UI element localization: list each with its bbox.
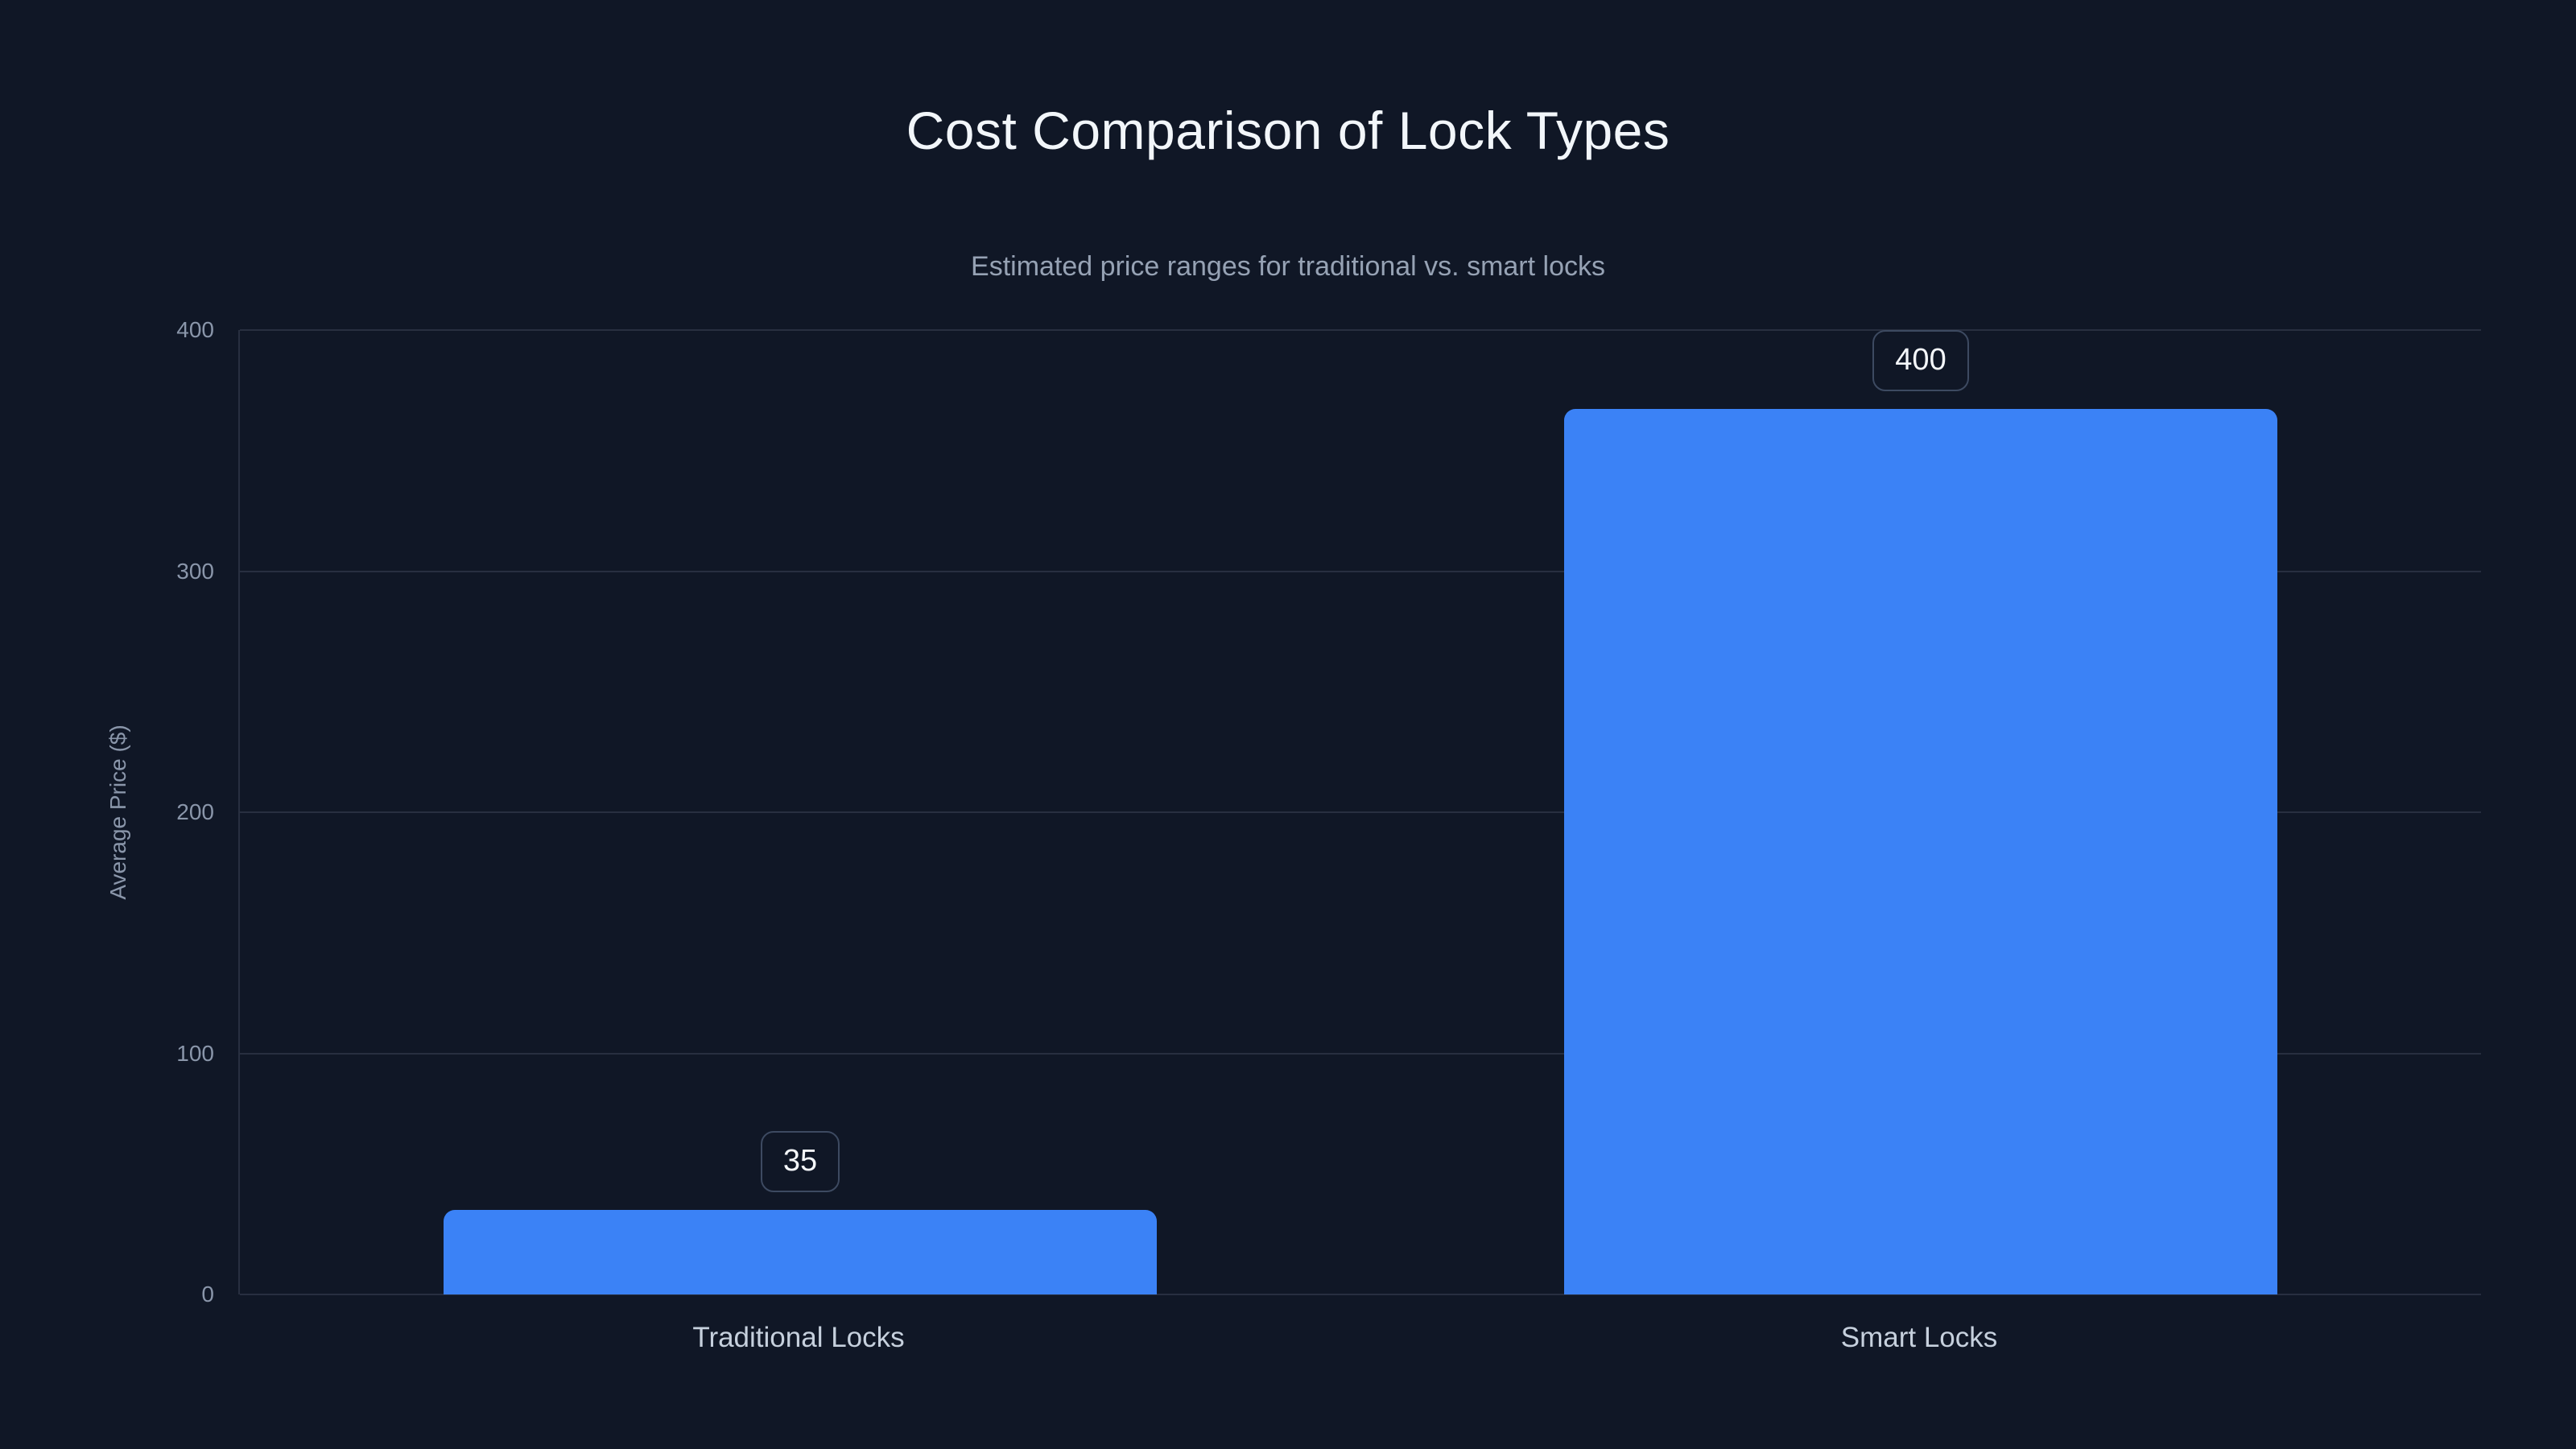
x-axis-label: Traditional Locks [692,1322,905,1353]
y-tick-label-400: 400 [176,317,214,342]
bar-group-0: 35 [240,330,1360,1294]
chart-subtitle: Estimated price ranges for traditional v… [971,251,1605,282]
gridline-100 [240,1052,2481,1055]
gridline-0 [240,1294,2481,1295]
bars-layer: 35 400 [240,330,2481,1294]
bar-group-1: 400 [1360,330,2481,1294]
x-axis-label: Smart Locks [1840,1322,1998,1353]
y-tick-label-300: 300 [176,558,214,584]
bar [444,1210,1157,1294]
y-tick-label-0: 0 [201,1282,214,1307]
gridline-400 [240,329,2481,331]
y-tick-label-100: 100 [176,1040,214,1066]
chart-title: Cost Comparison of Lock Types [906,101,1670,160]
gridline-300 [240,570,2481,572]
plot-area: 35 400 [238,329,2481,1295]
value-badge: 400 [1872,330,1969,391]
gridline-200 [240,811,2481,813]
value-badge: 35 [760,1131,840,1193]
y-tick-label-200: 200 [176,799,214,824]
x-axis-labels: Traditional Locks Smart Locks [238,1322,2479,1370]
y-axis-ticks: 0 100 200 300 400 [0,317,214,1307]
bar [1564,408,2277,1294]
